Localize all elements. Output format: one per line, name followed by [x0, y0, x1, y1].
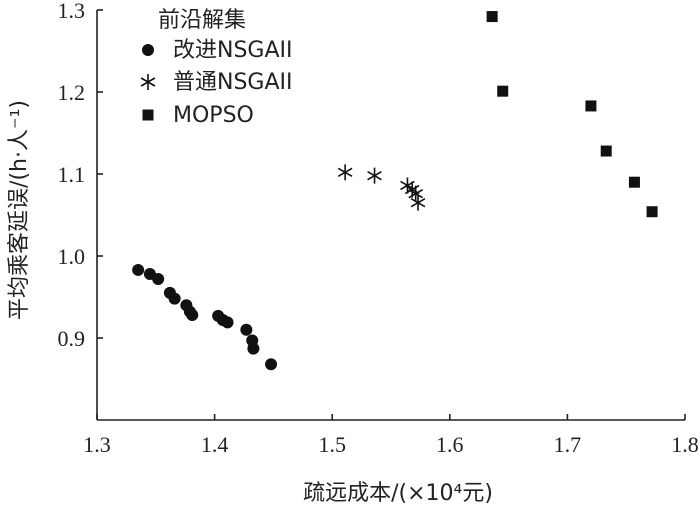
legend-label-improved-nsgaii: 改进NSGAII	[173, 38, 293, 63]
legend-marker-asterisk	[140, 74, 156, 90]
data-point-circle	[132, 263, 145, 276]
x-tick-label: 1.3	[83, 432, 111, 457]
legend-label-mopso: MOPSO	[173, 103, 254, 128]
data-point-square	[486, 11, 498, 23]
x-axis-title: 疏远成本/(×10⁴元)	[303, 481, 493, 506]
data-point-circle	[240, 323, 253, 336]
data-point-asterisk	[367, 167, 382, 184]
x-tick-label: 1.4	[201, 432, 229, 457]
y-axis-title: 平均乘客延误/(h·人⁻¹)	[7, 100, 32, 320]
data-point-circle	[186, 309, 199, 322]
y-tick-label: 1.1	[58, 162, 86, 187]
x-tick-label: 1.7	[554, 432, 582, 457]
axis-ticks: 1.3 1.4 1.5 1.6 1.7 1.8 0.9 1.0 1.1 1.2 1.3	[58, 0, 699, 457]
y-tick-label: 1.3	[58, 0, 86, 23]
legend: 前沿解集 改进NSGAII 普通NSGAII MOPSO	[140, 8, 293, 128]
data-point-square	[497, 85, 509, 97]
data-point-square	[646, 206, 658, 218]
legend-marker-square	[142, 109, 154, 121]
legend-title: 前沿解集	[158, 8, 246, 33]
data-point-square	[628, 176, 640, 188]
y-tick-label: 1.2	[58, 80, 86, 105]
x-tick-label: 1.8	[671, 432, 699, 457]
y-tick-label: 1.0	[58, 244, 86, 269]
data-points	[132, 11, 658, 371]
data-point-asterisk	[410, 194, 426, 211]
x-tick-label: 1.5	[318, 432, 346, 457]
data-point-square	[600, 145, 612, 157]
data-point-asterisk	[408, 185, 424, 202]
data-point-circle	[265, 358, 278, 371]
data-point-asterisk	[337, 164, 353, 181]
data-point-circle	[152, 272, 165, 285]
legend-label-standard-nsgaii: 普通NSGAII	[173, 70, 293, 95]
plot-frame	[96, 10, 685, 421]
data-point-circle	[247, 342, 260, 355]
legend-marker-circle	[142, 44, 154, 56]
data-point-square	[585, 100, 597, 112]
data-point-circle	[221, 316, 234, 329]
x-tick-label: 1.6	[436, 432, 464, 457]
y-tick-label: 0.9	[58, 326, 86, 351]
data-point-circle	[168, 292, 181, 305]
